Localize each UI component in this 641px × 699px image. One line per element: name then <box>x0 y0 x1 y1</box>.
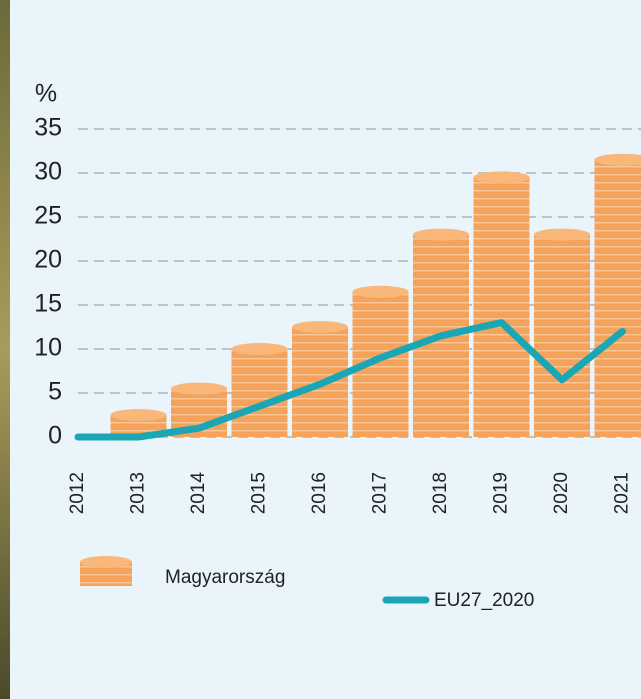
image-edge <box>0 0 10 699</box>
x-tick-label: 2021 <box>612 472 633 514</box>
coin-top <box>352 285 409 298</box>
x-tick-label: 2013 <box>128 472 149 514</box>
coin-stack <box>473 177 530 437</box>
coin-top <box>534 228 590 241</box>
coin-top <box>110 409 167 421</box>
line-series <box>74 319 626 441</box>
coin-top <box>413 228 469 241</box>
x-tick-label: 2015 <box>249 472 270 514</box>
legend-coin-top <box>80 556 132 568</box>
x-tick-label: 2020 <box>551 472 572 514</box>
coin-stack <box>594 159 641 438</box>
x-tick-label: 2019 <box>491 472 512 514</box>
x-tick-label: 2017 <box>370 472 391 514</box>
y-tick-label: 20 <box>34 246 62 274</box>
coin-top <box>473 171 530 184</box>
y-tick-label: 30 <box>34 158 62 186</box>
x-tick-label: 2014 <box>188 472 209 515</box>
coin-stack <box>231 349 288 437</box>
y-tick-label: 25 <box>34 202 62 230</box>
legend: Magyarország EU27_2020 <box>80 556 534 611</box>
y-axis-label: % <box>35 80 57 108</box>
coin-top <box>594 153 641 166</box>
y-tick-label: 10 <box>34 334 62 362</box>
x-tick-label: 2016 <box>309 472 330 514</box>
y-tick-label: 15 <box>34 290 62 318</box>
coin-stack <box>534 234 590 437</box>
y-tick-label: 0 <box>48 422 62 450</box>
legend-label: Magyarország <box>165 567 285 588</box>
x-tick-label: 2012 <box>67 472 88 514</box>
coin-top <box>231 343 288 355</box>
legend-label: EU27_2020 <box>434 590 534 611</box>
coin-top <box>292 321 348 333</box>
x-tick-label: 2018 <box>430 472 451 514</box>
coin-top <box>171 382 227 395</box>
y-tick-label: 35 <box>34 114 62 142</box>
y-tick-label: 5 <box>48 378 62 406</box>
